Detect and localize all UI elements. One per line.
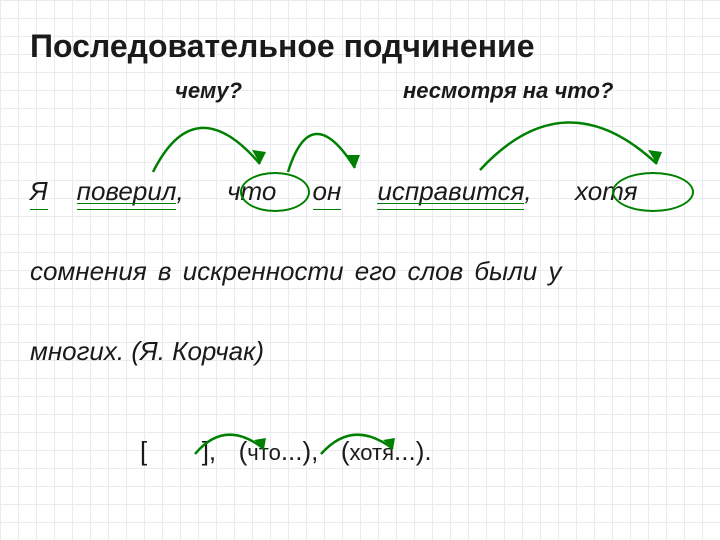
comma: , (524, 176, 531, 206)
sentence-line-1: Я поверил, что он исправится, хотя (30, 176, 637, 207)
subject-on: он (313, 176, 342, 207)
conj-chto: что (227, 176, 276, 207)
subject-ya: Я (30, 176, 48, 207)
page-title: Последовательное подчинение (30, 28, 690, 65)
predicate-ispravitsya: исправится (377, 176, 524, 207)
sentence-line-3: многих. (Я. Корчак) (30, 336, 264, 367)
bracket-open: [ (140, 436, 147, 466)
paren-1-open: ( (239, 436, 248, 466)
conj-khotya: хотя (575, 176, 637, 207)
sentence-line-2: сомнения в искренности его слов были у (30, 256, 562, 287)
paren-2-close: ...). (394, 436, 432, 466)
paren-1-close: ...), (281, 436, 319, 466)
comma: , (176, 176, 183, 206)
paren-2-open: ( (341, 436, 350, 466)
predicate-poveril: поверил (77, 176, 177, 207)
schema-conj-1: что (247, 440, 281, 465)
schema: [ ], (что...), (хотя...). (140, 436, 432, 467)
question-1: чему? (175, 78, 242, 104)
question-2: несмотря на что? (403, 78, 613, 104)
schema-conj-2: хотя (350, 440, 395, 465)
bracket-close: ], (202, 436, 216, 466)
